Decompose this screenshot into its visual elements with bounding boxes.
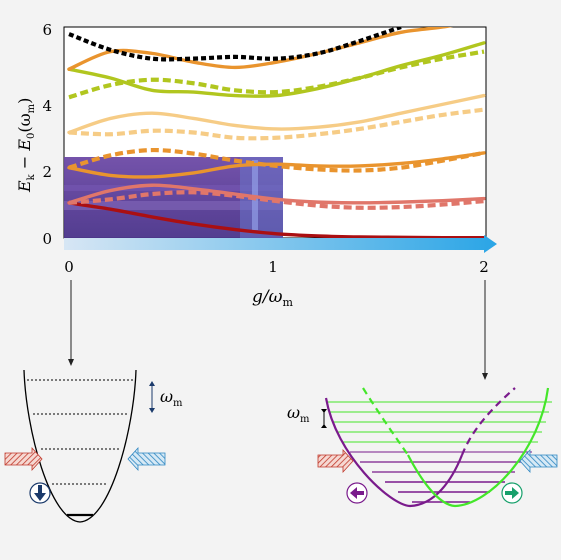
series-line-6 bbox=[68, 107, 485, 141]
series-line-5 bbox=[67, 93, 486, 135]
harmonic-well-left: ωm bbox=[4, 369, 183, 523]
progression-arrow bbox=[64, 235, 497, 253]
x-tick-label: 2 bbox=[479, 258, 489, 276]
series-layer bbox=[67, 27, 486, 238]
omega-label: ωm bbox=[287, 403, 310, 425]
well-right-dashed bbox=[362, 387, 409, 456]
well-left-dashed bbox=[460, 387, 516, 456]
series-line-2 bbox=[68, 190, 485, 210]
level-lines bbox=[326, 401, 552, 503]
omega-label: ωm bbox=[160, 387, 183, 409]
y-tick-label: 2 bbox=[42, 163, 52, 181]
injection-arrow-left bbox=[317, 448, 354, 474]
heatmap-overlay bbox=[64, 157, 283, 238]
y-tick-label: 6 bbox=[42, 21, 52, 39]
left-arrow-icon bbox=[346, 482, 368, 504]
series-line-9 bbox=[67, 27, 454, 71]
energy-chart: 0 2 4 6 0 1 2 g/ωm Ek − E0(ωm) bbox=[15, 21, 497, 309]
injection-arrow-right bbox=[127, 446, 166, 472]
x-tick-label: 1 bbox=[268, 258, 278, 276]
series-line-4 bbox=[68, 147, 485, 173]
right-arrow-icon bbox=[501, 482, 523, 504]
displaced-wells-right: ωm bbox=[287, 387, 558, 508]
x-axis-label: g/ωm bbox=[252, 287, 293, 309]
series-line-10 bbox=[68, 27, 402, 62]
well-right-solid bbox=[407, 387, 550, 508]
y-tick-label: 0 bbox=[42, 230, 52, 248]
series-line-0 bbox=[67, 201, 486, 238]
x-tick-label: 0 bbox=[64, 258, 74, 276]
pointer-right bbox=[482, 280, 488, 380]
pointer-left bbox=[68, 280, 74, 366]
spacing-marker bbox=[321, 409, 327, 428]
y-tick-label: 4 bbox=[42, 97, 52, 115]
well-left-solid bbox=[324, 397, 464, 508]
down-arrow-icon bbox=[29, 482, 51, 504]
y-axis-label: Ek − E0(ωm) bbox=[15, 98, 37, 193]
spacing-marker bbox=[149, 381, 155, 413]
series-line-8 bbox=[68, 49, 485, 100]
series-line-7 bbox=[67, 41, 486, 98]
injection-arrow-left bbox=[4, 446, 43, 472]
injection-arrow-right bbox=[519, 448, 558, 474]
